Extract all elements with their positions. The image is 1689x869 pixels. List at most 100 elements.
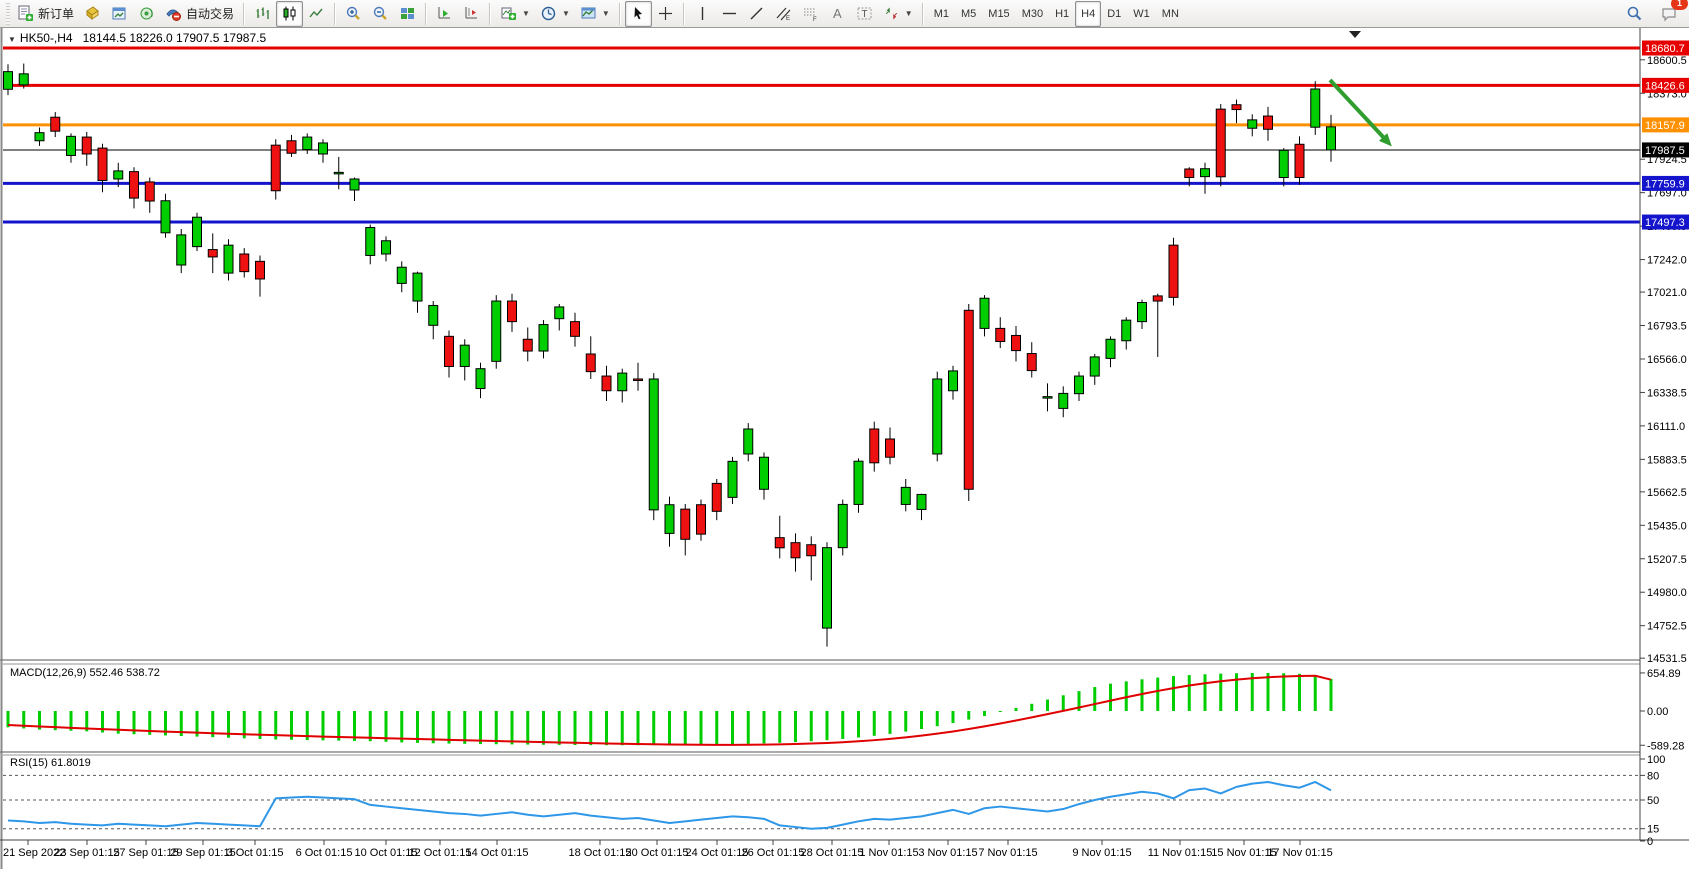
candle-body — [979, 297, 990, 329]
candle-body — [648, 378, 659, 511]
market-depth-button[interactable] — [79, 1, 106, 27]
timeframe-button-H1[interactable]: H1 — [1055, 7, 1070, 20]
horizontal-line-icon — [722, 12, 736, 15]
chart-shift-marker[interactable] — [1349, 31, 1361, 38]
time-tick-label: 18 Oct 01:15 — [569, 847, 632, 859]
tile-windows-button[interactable] — [394, 1, 421, 27]
fibonacci-tool-button[interactable]: F — [797, 1, 824, 27]
candle-body — [885, 438, 895, 458]
svg-text:0.00: 0.00 — [1647, 706, 1668, 718]
auto-scroll-icon — [438, 7, 451, 19]
templates-button[interactable]: ▼ — [575, 1, 615, 27]
svg-text:A: A — [833, 6, 842, 21]
candle-body — [459, 344, 470, 367]
price-badge-label: 17497.3 — [1645, 217, 1685, 229]
periods-button[interactable]: ▼ — [535, 1, 575, 27]
chart-symbol-period: HK50-,H4 — [19, 31, 73, 45]
candle-body — [601, 375, 612, 392]
trendline-tool-button[interactable] — [743, 1, 770, 27]
signals-button[interactable] — [133, 1, 160, 27]
chart-ohlc-values: 18144.5 18226.0 17907.5 17987.5 — [82, 31, 267, 45]
horizontal-line-tool-button[interactable] — [716, 1, 743, 27]
search-button[interactable] — [1621, 1, 1648, 27]
time-tick-label: 14 Oct 01:15 — [466, 847, 529, 859]
svg-text:15: 15 — [1647, 824, 1659, 836]
new-order-icon — [18, 5, 33, 21]
chart-plot-area[interactable] — [0, 28, 1689, 869]
equidistant-channel-tool-button[interactable]: E — [770, 1, 797, 27]
trendline-icon — [750, 7, 763, 20]
timeframe-button-M30[interactable]: M30 — [1021, 7, 1044, 20]
toolbar-grip[interactable] — [6, 2, 10, 25]
auto-trading-button[interactable]: 自动交易 — [160, 1, 239, 27]
timeframe-button-W1[interactable]: W1 — [1133, 7, 1150, 20]
templates-dropdown-caret: ▼ — [601, 9, 610, 18]
candle-body — [223, 244, 234, 274]
candle-body — [711, 482, 722, 512]
new-chart-button[interactable] — [106, 1, 133, 27]
time-tick-label: 20 Oct 01:15 — [626, 847, 689, 859]
candle-body — [1168, 244, 1179, 298]
candle-body — [664, 504, 675, 534]
time-tick-label: 17 Nov 01:15 — [1267, 847, 1332, 859]
indicators-button[interactable]: ▼ — [495, 1, 535, 27]
arrows-tool-button[interactable]: ▼ — [878, 1, 918, 27]
trend-arrow-annotation[interactable] — [1328, 78, 1392, 147]
zoom-in-button[interactable] — [340, 1, 367, 27]
bar-chart-mode-button[interactable] — [249, 1, 276, 27]
timeframe-button-H4[interactable]: H4 — [1075, 0, 1102, 27]
chart-shift-button[interactable] — [458, 1, 485, 27]
candle-body — [428, 304, 439, 326]
price-tick-label: 16111.0 — [1647, 421, 1685, 433]
candle-body — [1278, 149, 1289, 179]
one-click-trading-toggle[interactable]: ▼ — [8, 35, 16, 44]
candle-body — [255, 260, 265, 280]
chat-button[interactable]: 1 — [1656, 0, 1688, 27]
candle-body — [349, 178, 360, 191]
candle-body — [1263, 115, 1273, 130]
time-tick-label: 11 Nov 01:15 — [1148, 847, 1213, 859]
candle-body — [3, 71, 13, 90]
candle-body — [365, 227, 376, 256]
toolbar-separator — [243, 2, 246, 25]
auto-trading-label: 自动交易 — [186, 7, 235, 21]
text-tool-button[interactable]: A — [824, 1, 851, 27]
candle-body — [444, 335, 454, 367]
line-chart-mode-button[interactable] — [303, 1, 330, 27]
price-badge-label: 17987.5 — [1645, 145, 1685, 157]
time-tick-label: 12 Oct 01:15 — [409, 847, 472, 859]
crosshair-tool-button[interactable] — [652, 1, 679, 27]
candle-body — [774, 537, 785, 549]
auto-scroll-button[interactable] — [431, 1, 458, 27]
zoom-out-button[interactable] — [367, 1, 394, 27]
svg-text:E: E — [786, 16, 790, 22]
vertical-line-tool-button[interactable] — [689, 1, 716, 27]
candle-body — [1089, 356, 1100, 377]
cursor-tool-button[interactable] — [624, 0, 652, 27]
timeframe-button-D1[interactable]: D1 — [1107, 7, 1122, 20]
candlestick-mode-button[interactable] — [276, 0, 304, 27]
candle-body — [412, 272, 423, 302]
candle-body — [113, 170, 124, 180]
candle-body — [97, 147, 108, 181]
timeframe-button-M1[interactable]: M1 — [933, 7, 949, 20]
price-badge-label: 18426.6 — [1645, 80, 1685, 92]
timeframe-button-M5[interactable]: M5 — [961, 7, 977, 20]
chat-unread-badge: 1 — [1671, 0, 1688, 10]
text-label-tool-button[interactable]: T — [851, 1, 878, 27]
price-tick-label: 15207.5 — [1647, 554, 1687, 566]
new-order-button[interactable]: 新订单 — [12, 1, 79, 27]
candle-body — [1137, 302, 1147, 323]
timeframe-button-M15[interactable]: M15 — [988, 7, 1010, 20]
macd-indicator-label: MACD(12,26,9) 552.46 538.72 — [10, 667, 160, 679]
fibonacci-icon: F — [803, 8, 817, 22]
candle-body — [239, 253, 250, 273]
price-tick-label: 17021.0 — [1647, 287, 1687, 299]
candle-body — [743, 428, 754, 455]
horizontal-price-lines[interactable] — [3, 46, 1640, 224]
price-tick-label: 17242.0 — [1647, 255, 1687, 267]
timeframe-button-MN[interactable]: MN — [1161, 7, 1179, 20]
svg-text:50: 50 — [1647, 795, 1659, 807]
